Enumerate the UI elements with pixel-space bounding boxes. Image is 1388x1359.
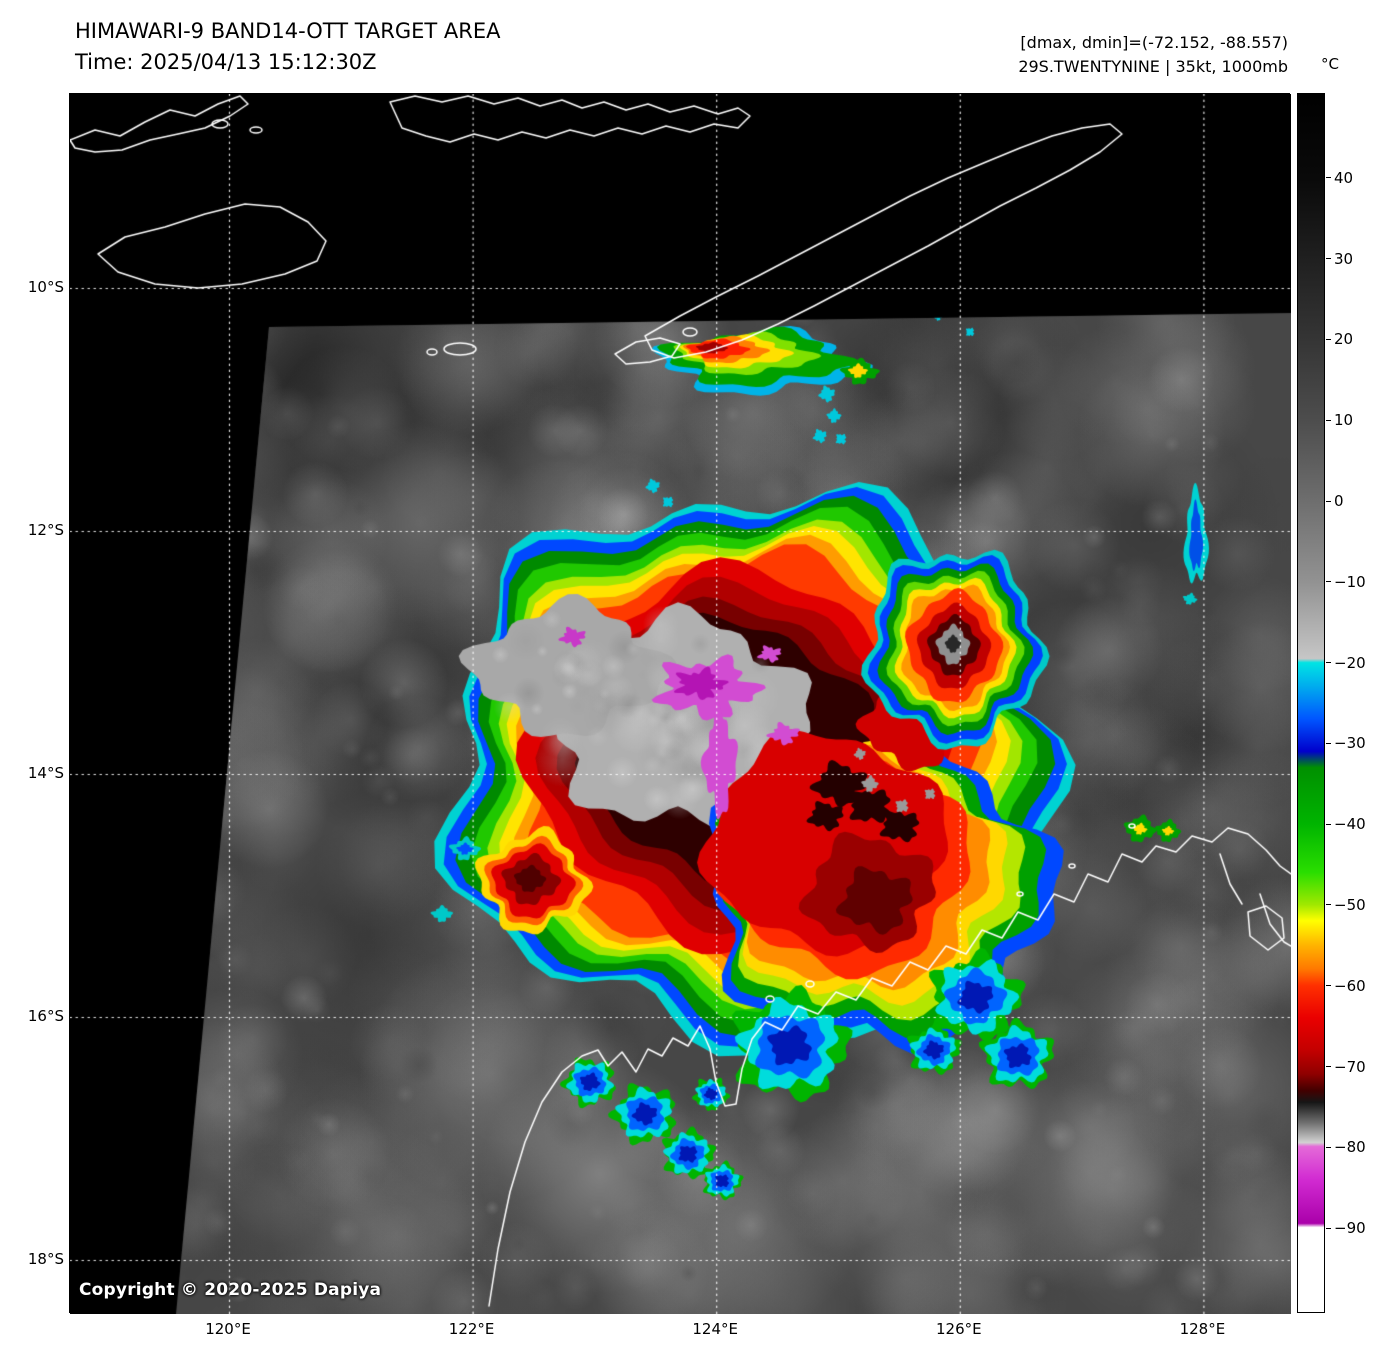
lat-tick-label: 10°S xyxy=(27,278,64,296)
colorbar-tick-mark xyxy=(1326,742,1331,744)
colorbar-tick-mark xyxy=(1326,904,1331,906)
storm-info-label: 29S.TWENTYNINE | 35kt, 1000mb xyxy=(1018,57,1288,76)
colorbar-tick-label: −20 xyxy=(1334,653,1366,672)
copyright-label: Copyright © 2020-2025 Dapiya xyxy=(79,1280,382,1300)
satellite-image-canvas xyxy=(70,94,1291,1314)
lat-tick-label: 12°S xyxy=(27,521,64,539)
colorbar-unit-label: °C xyxy=(1321,55,1339,73)
colorbar-tick-label: −70 xyxy=(1334,1057,1366,1076)
colorbar-tick-label: −60 xyxy=(1334,976,1366,995)
figure-meta: [dmax, dmin]=(-72.152, -88.557) 29S.TWEN… xyxy=(1018,31,1288,79)
colorbar-tick-mark xyxy=(1326,338,1331,340)
page-title: HIMAWARI-9 BAND14-OTT TARGET AREA xyxy=(75,19,501,43)
colorbar-tick-label: −30 xyxy=(1334,734,1366,753)
colorbar-tick-label: −90 xyxy=(1334,1219,1366,1238)
colorbar-tick-mark xyxy=(1326,177,1331,179)
colorbar-tick-mark xyxy=(1326,1146,1331,1148)
lon-tick-label: 120°E xyxy=(205,1320,251,1338)
colorbar-tick-mark xyxy=(1326,419,1331,421)
timestamp-label: Time: 2025/04/13 15:12:30Z xyxy=(75,50,377,74)
colorbar-tick-label: −10 xyxy=(1334,572,1366,591)
colorbar-tick-mark xyxy=(1326,985,1331,987)
colorbar-tick-mark xyxy=(1326,1227,1331,1229)
colorbar-tick-mark xyxy=(1326,258,1331,260)
lat-tick-label: 16°S xyxy=(27,1007,64,1025)
lon-tick-label: 124°E xyxy=(692,1320,738,1338)
colorbar-gradient xyxy=(1297,93,1325,1313)
colorbar-tick-mark xyxy=(1326,823,1331,825)
lon-tick-label: 122°E xyxy=(448,1320,495,1338)
colorbar-tick-mark xyxy=(1326,662,1331,664)
colorbar-tick-label: −80 xyxy=(1334,1138,1366,1157)
colorbar-tick-label: 10 xyxy=(1334,411,1354,430)
lon-tick-label: 128°E xyxy=(1179,1320,1226,1338)
colorbar-tick-mark xyxy=(1326,581,1331,583)
colorbar-tick-label: −40 xyxy=(1334,815,1366,834)
lat-tick-label: 14°S xyxy=(27,764,64,782)
colorbar-tick-label: 20 xyxy=(1334,330,1354,349)
colorbar-tick-mark xyxy=(1326,500,1331,502)
colorbar-tick-label: −50 xyxy=(1334,895,1366,914)
figure-header: HIMAWARI-9 BAND14-OTT TARGET AREA Time: … xyxy=(75,16,501,78)
colorbar-tick-label: 30 xyxy=(1334,249,1354,268)
lon-tick-label: 126°E xyxy=(935,1320,982,1338)
lat-tick-label: 18°S xyxy=(27,1250,64,1268)
satellite-map: Copyright © 2020-2025 Dapiya xyxy=(69,93,1291,1314)
colorbar-tick-label: 40 xyxy=(1334,168,1354,187)
colorbar-tick-label: 0 xyxy=(1334,492,1344,510)
dmax-dmin-label: [dmax, dmin]=(-72.152, -88.557) xyxy=(1020,33,1288,52)
colorbar-tick-mark xyxy=(1326,1066,1331,1068)
